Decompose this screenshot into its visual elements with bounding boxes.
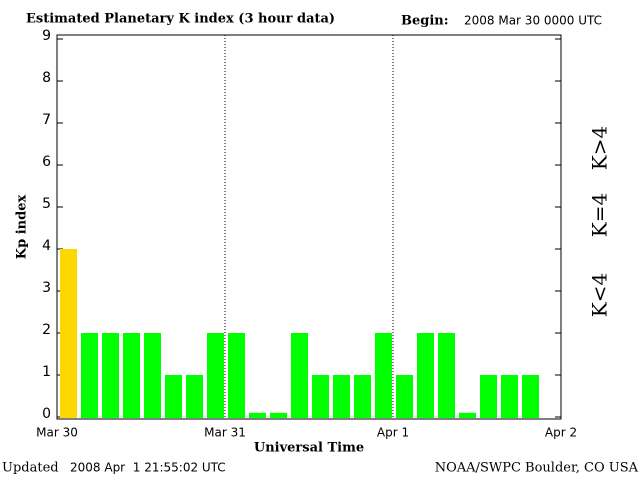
y-axis-label: Kp index — [15, 195, 30, 260]
bar — [144, 333, 161, 418]
legend-entry: K<4 — [588, 273, 612, 317]
y-tick-label: 1 — [42, 364, 51, 380]
bar — [207, 333, 224, 418]
begin-label: Begin: — [401, 14, 449, 29]
y-tick-label: 3 — [42, 280, 51, 296]
legend-entry: K>4 — [588, 126, 612, 170]
bar — [186, 375, 203, 418]
y-tick-label: 6 — [42, 154, 51, 170]
x-tick-label: Mar 30 — [36, 426, 78, 440]
y-tick-label: 9 — [42, 28, 51, 44]
bar — [417, 333, 434, 418]
bar — [375, 333, 392, 418]
updated-time: 2008 Apr 1 21:55:02 UTC — [70, 461, 226, 475]
bar — [270, 412, 287, 418]
y-tick-label: 5 — [42, 196, 51, 212]
bar — [165, 375, 182, 418]
bar — [438, 333, 455, 418]
source: NOAA/SWPC Boulder, CO USA — [435, 461, 639, 476]
bar — [354, 375, 371, 418]
bar — [396, 375, 413, 418]
bar — [123, 333, 140, 418]
y-tick-label: 8 — [42, 70, 51, 86]
plot-frame — [56, 34, 562, 420]
chart-title: Estimated Planetary K index (3 hour data… — [26, 12, 335, 27]
bar — [312, 375, 329, 418]
y-tick-label: 0 — [42, 406, 51, 422]
bar — [249, 412, 266, 418]
x-tick-label: Mar 31 — [204, 426, 246, 440]
bar — [228, 333, 245, 418]
y-tick-label: 2 — [42, 322, 51, 338]
x-tick-label: Apr 2 — [545, 426, 577, 440]
bar — [333, 375, 350, 418]
bar — [459, 412, 476, 418]
bar — [102, 333, 119, 418]
x-axis-label: Universal Time — [254, 441, 364, 456]
bar — [60, 249, 77, 418]
bar — [81, 333, 98, 418]
bar — [501, 375, 518, 418]
updated-label: Updated — [2, 461, 59, 476]
x-tick-label: Apr 1 — [377, 426, 409, 440]
legend-entry: K=4 — [588, 193, 612, 237]
y-tick-label: 7 — [42, 112, 51, 128]
begin-time: 2008 Mar 30 0000 UTC — [464, 14, 602, 28]
bar — [522, 375, 539, 418]
y-tick-label: 4 — [42, 238, 51, 254]
bar — [291, 333, 308, 418]
bar — [480, 375, 497, 418]
